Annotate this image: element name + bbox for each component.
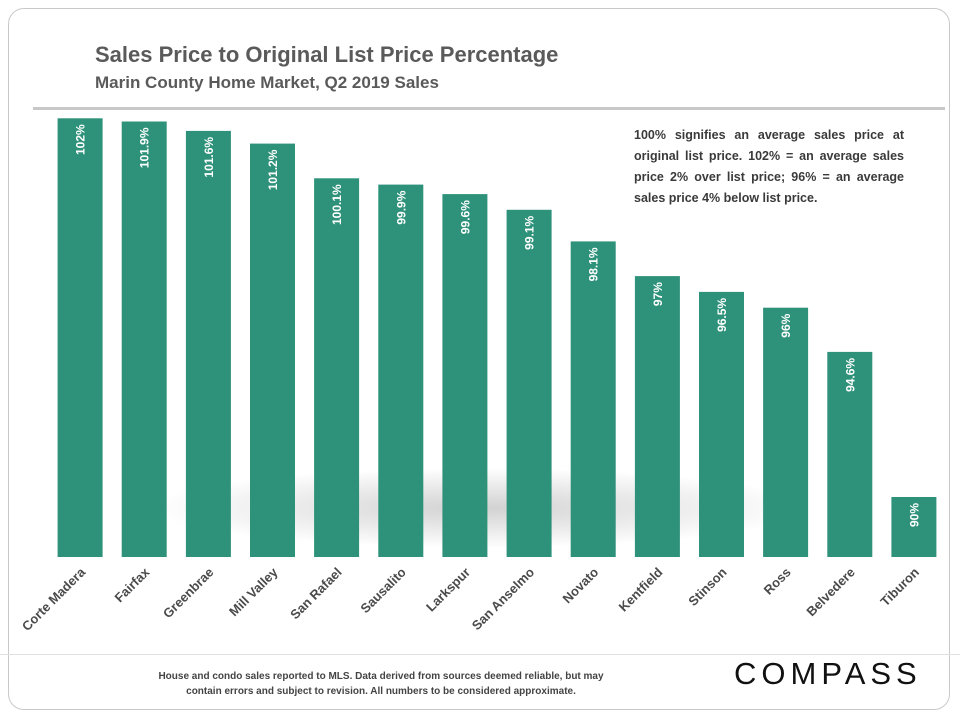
bar-greenbrae (185, 130, 231, 557)
value-label: 96% (779, 313, 793, 337)
bar-novato (570, 241, 616, 557)
category-label: Kentfield (616, 564, 666, 614)
bar-san-rafael (314, 178, 360, 558)
value-label: 99.6% (458, 200, 472, 234)
value-label: 90% (907, 503, 921, 527)
value-label: 101.6% (202, 137, 216, 178)
bar-tiburon (891, 497, 937, 557)
category-labels: Corte Madera Fairfax Greenbrae Mill Valley S… (19, 564, 922, 634)
category-label: Ross (761, 565, 794, 598)
value-label: 101.9% (138, 127, 152, 168)
footer-disclaimer: House and condo sales reported to MLS. D… (158, 671, 604, 697)
category-label: Tiburon (877, 564, 922, 609)
category-label: Corte Madera (19, 564, 89, 634)
title-divider (33, 107, 945, 110)
category-label: Belvedere (803, 565, 858, 620)
category-label: Greenbrae (160, 565, 217, 622)
category-label: Stinson (685, 564, 729, 608)
bar-ross (763, 307, 809, 557)
value-label: 99.9% (394, 190, 408, 224)
category-label: Mill Valley (226, 564, 281, 619)
category-label: Sausalito (357, 564, 409, 616)
value-label: 102% (74, 124, 88, 155)
chart-title: Sales Price to Original List Price Perce… (95, 42, 559, 67)
value-label: 97% (651, 282, 665, 306)
category-label: San Anselmo (469, 564, 538, 633)
bar-san-anselmo (506, 209, 552, 558)
category-label: Novato (560, 564, 602, 606)
value-label: 96.5% (715, 298, 729, 332)
bars (57, 118, 937, 558)
chart-subtitle: Marin County Home Market, Q2 2019 Sales (95, 73, 439, 92)
bar-belvedere (827, 351, 873, 557)
value-label: 100.1% (330, 184, 344, 225)
chart-annotation: 100% signifies an average sales price at… (624, 121, 912, 215)
bar-sausalito (378, 184, 424, 557)
bar-corte-madera (57, 118, 103, 558)
bar-stinson (699, 291, 744, 557)
category-label: San Rafael (287, 565, 345, 623)
value-label: 99.1% (523, 215, 537, 249)
bar-kentfield (634, 276, 680, 557)
category-label: Larkspur (423, 565, 473, 615)
value-labels: 102% 101.9% 101.6% 101.2% 100.1% 99.9% 99.6% 99… (74, 124, 922, 527)
compass-logo: COMPASS (734, 656, 922, 691)
value-label: 98.1% (587, 247, 601, 281)
bar-mill-valley (250, 143, 295, 557)
category-label: Fairfax (112, 564, 153, 605)
footer-divider (0, 654, 960, 655)
value-label: 101.2% (266, 149, 280, 190)
value-label: 94.6% (843, 358, 857, 392)
bar-fairfax (121, 121, 167, 557)
bar-larkspur (442, 194, 488, 557)
bar-chart: 102% 101.9% 101.6% 101.2% 100.1% 99.9% 99.6% 99… (19, 118, 937, 634)
